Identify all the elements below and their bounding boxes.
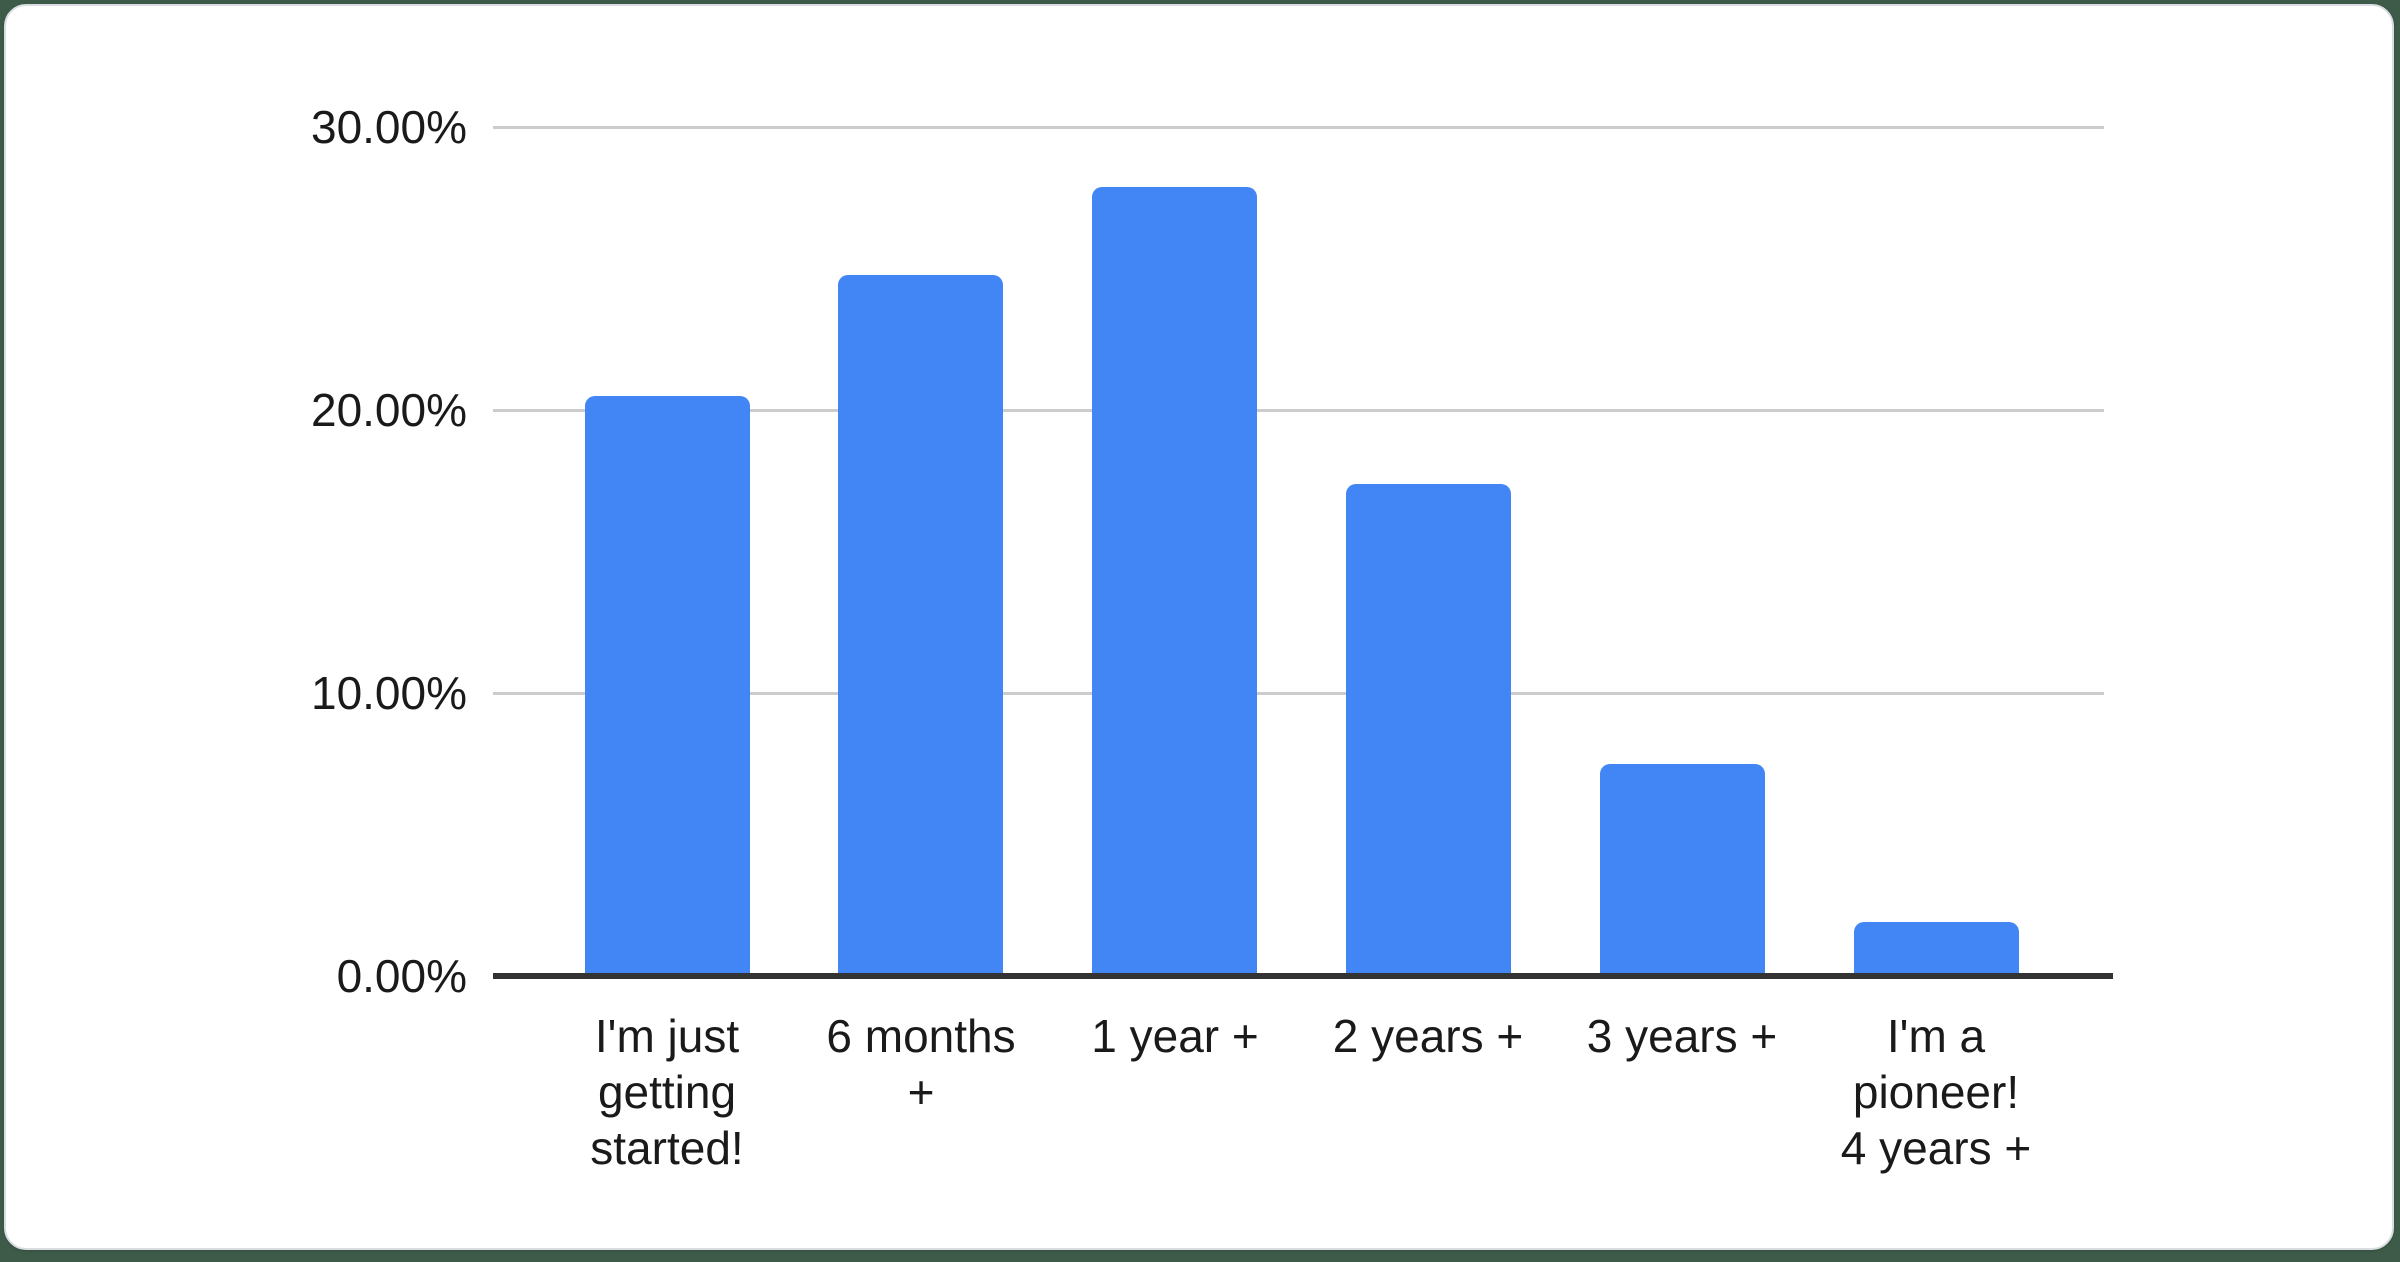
- y-tick-label: 0.00%: [336, 950, 467, 1002]
- x-tick-label: 6 months +: [826, 1010, 1016, 1118]
- y-tick-label: 30.00%: [310, 101, 467, 153]
- bar[interactable]: [1345, 483, 1511, 979]
- bar[interactable]: [1092, 186, 1258, 979]
- bar-chart: 0.00% 10.00% 20.00% 30.00% I'm just gett…: [6, 6, 2400, 1262]
- bar[interactable]: [584, 396, 750, 979]
- x-axis-line: [493, 973, 2113, 979]
- chart-card: 0.00% 10.00% 20.00% 30.00% I'm just gett…: [4, 4, 2394, 1250]
- gridline: [493, 691, 2104, 695]
- x-tick-label: I'm just getting started!: [590, 1010, 744, 1174]
- x-tick-label: 1 year +: [1091, 1010, 1259, 1062]
- y-tick-label: 20.00%: [310, 384, 467, 436]
- x-tick-label: 3 years +: [1586, 1010, 1778, 1062]
- x-tick-label: I'm a pioneer! 4 years +: [1840, 1010, 2032, 1174]
- bar[interactable]: [838, 274, 1004, 979]
- bar[interactable]: [1853, 922, 2019, 979]
- gridline: [493, 408, 2104, 412]
- bar[interactable]: [1599, 763, 1765, 979]
- y-tick-label: 10.00%: [310, 667, 467, 719]
- x-tick-label: 2 years +: [1332, 1010, 1524, 1062]
- gridline: [493, 126, 2104, 129]
